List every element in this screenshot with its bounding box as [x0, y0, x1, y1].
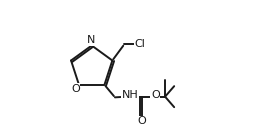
Text: O: O: [71, 84, 80, 94]
Text: N: N: [87, 35, 95, 45]
Text: Cl: Cl: [135, 39, 146, 49]
Text: O: O: [151, 90, 160, 100]
Text: O: O: [137, 116, 146, 126]
Text: NH: NH: [122, 90, 138, 100]
